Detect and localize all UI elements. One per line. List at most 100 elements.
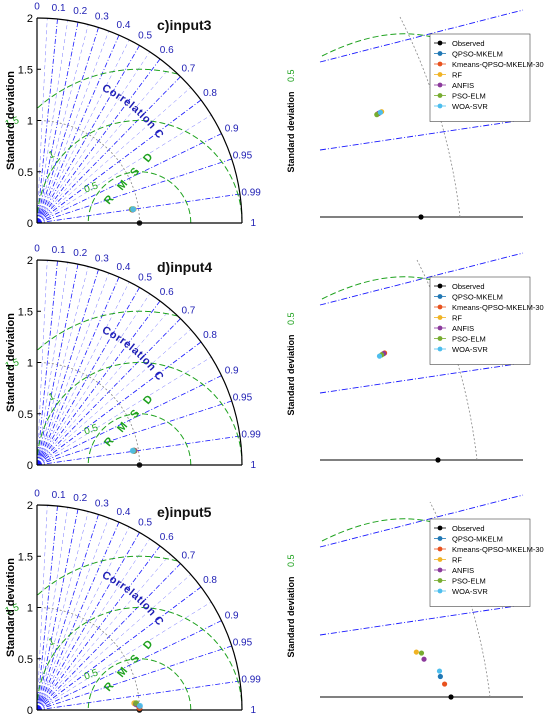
correlation-minor-line: [36, 526, 130, 711]
rmsd-tick-label: 1: [47, 391, 56, 403]
legend-label: ANFIS: [452, 324, 474, 333]
rmsd-arc: [36, 68, 178, 109]
correlation-line: [36, 260, 58, 466]
std-tick-label: 2: [27, 500, 33, 512]
rmsd-label: S: [128, 166, 142, 179]
rmsd-tick-label: 0.5: [83, 667, 100, 682]
std-tick-label: 0: [27, 218, 33, 230]
correlation-minor-line: [36, 39, 130, 224]
correlation-minor-line: [36, 260, 48, 466]
legend-label: WOA-SVR: [452, 102, 488, 111]
correlation-minor-line: [36, 51, 150, 224]
rmsd-label: D: [141, 393, 155, 407]
rmsd-tick-label: 1: [47, 636, 56, 648]
taylor-panel: 0 0.1 0.2 0.3 0.4 0.5 0.6 0.7 0.8 0.9 0.95 0.99 1 0.5…: [0, 0, 261, 472]
y-axis-label: Standard deviation: [5, 558, 17, 657]
legend-swatch: [437, 546, 443, 552]
legend-swatch: [437, 336, 443, 341]
rmsd-label: S: [128, 653, 142, 666]
correlation-minor-line: [36, 262, 68, 466]
rmsd-tick-label: 1.5: [4, 357, 21, 372]
correlation-line: [36, 521, 120, 711]
observed-std-arc: [36, 120, 140, 224]
correlation-line: [36, 45, 140, 224]
rmsd-label: D: [141, 638, 155, 652]
data-point: [130, 206, 137, 213]
corr-tick-label: 0.7: [181, 551, 195, 562]
corr-tick-label: 0.2: [73, 248, 87, 259]
legend-label: Observed: [452, 524, 485, 533]
zoom-data-point: [418, 214, 424, 220]
zoom-corr-line: [319, 604, 524, 636]
zoom-data-point: [376, 353, 383, 359]
rmsd-tick-label: 1.5: [4, 602, 21, 617]
corr-tick-label: 0.4: [117, 262, 131, 273]
corr-tick-label: 0.95: [233, 637, 253, 648]
correlation-line: [36, 680, 241, 711]
panel-label: d)input4: [157, 259, 212, 275]
corr-tick-label: 0.5: [138, 518, 152, 529]
legend-swatch: [437, 536, 443, 541]
taylor-panel: 0 0.1 0.2 0.3 0.4 0.5 0.6 0.7 0.8 0.9 0.95 0.99 1 0.5…: [0, 0, 261, 230]
std-tick-label: 0.5: [18, 409, 33, 421]
corr-tick-label: 0.6: [160, 45, 174, 56]
zoom-corr-line: [319, 9, 524, 63]
correlation-line: [36, 287, 140, 466]
std-tick-label: 2: [27, 13, 33, 25]
legend-swatch: [437, 588, 443, 594]
y-axis-label: Standard deviation: [5, 71, 17, 170]
corr-tick-label: 0.9: [225, 611, 239, 622]
corr-tick-label: 0.3: [95, 12, 109, 23]
data-point: [136, 220, 143, 226]
legend-label: ANFIS: [452, 81, 474, 90]
corr-tick-label: 0.5: [138, 273, 152, 284]
rmsd-tick-label: 0.5: [83, 422, 100, 437]
correlation-line: [36, 532, 140, 711]
std-tick-label: 0: [27, 705, 33, 717]
outer-arc: [36, 17, 243, 224]
corr-tick-label: 0.9: [225, 124, 239, 135]
correlation-minor-line: [36, 554, 171, 711]
correlation-minor-line: [36, 266, 89, 466]
corr-tick-label: 0.9: [225, 366, 239, 377]
legend-swatch: [437, 61, 443, 67]
legend-swatch: [437, 325, 443, 331]
zoom-y-axis-label: Standard deviation: [286, 576, 296, 657]
rmsd-label: R: [102, 435, 116, 449]
corr-tick-label: 0.3: [95, 254, 109, 265]
corr-tick-label: 1: [250, 705, 256, 716]
correlation-minor-line: [36, 309, 171, 466]
correlation-line: [36, 300, 161, 466]
correlation-minor-line: [36, 67, 171, 224]
legend-box: [429, 276, 531, 365]
legend-label: PSO-ELM: [452, 577, 486, 586]
legend-swatch: [437, 525, 443, 531]
correlation-minor-line: [36, 18, 48, 224]
correlation-line: [36, 276, 120, 466]
zoom-corr-line: [319, 119, 524, 151]
legend-swatch: [437, 103, 443, 109]
zoom-rmsd-arc: [321, 276, 443, 300]
zoom-corr-line: [319, 362, 524, 394]
corr-tick-label: 0: [34, 244, 40, 255]
y-axis-label: Standard deviation: [5, 313, 17, 412]
observed-std-arc: [36, 607, 140, 711]
correlation-line: [36, 375, 222, 466]
std-tick-label: 1: [27, 116, 33, 128]
correlation-minor-line: [36, 574, 191, 711]
rmsd-tick-label: 1: [47, 149, 56, 161]
corr-tick-label: 0.99: [241, 674, 261, 685]
zoom-rmsd-arc: [321, 518, 443, 542]
panel-label: e)input5: [157, 504, 212, 520]
legend-label: Kmeans-QPSO-MKELM-30: [452, 60, 544, 69]
correlation-minor-line: [36, 538, 150, 711]
legend-swatch: [437, 567, 443, 573]
corr-tick-label: 0.7: [181, 306, 195, 317]
legend-label: Kmeans-QPSO-MKELM-30: [452, 303, 544, 312]
zoom-data-point: [421, 656, 427, 662]
legend-swatch: [437, 51, 443, 56]
correlation-minor-line: [36, 24, 89, 224]
correlation-minor-line: [36, 20, 68, 224]
zoom-data-point: [436, 668, 443, 674]
legend-label: QPSO-MKELM: [452, 535, 503, 544]
